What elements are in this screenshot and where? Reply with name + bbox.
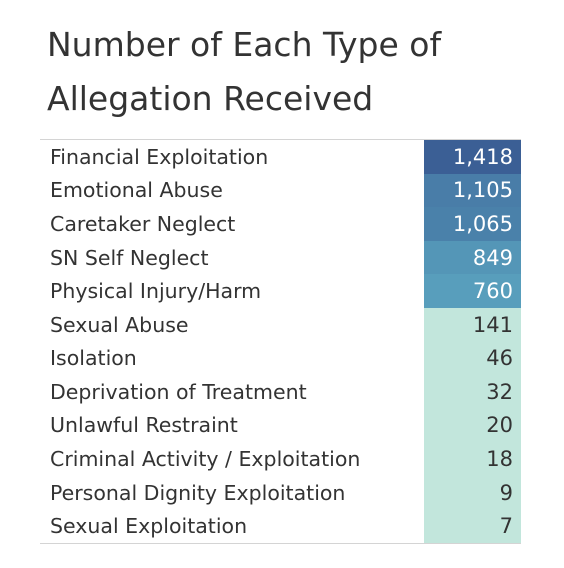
row-label: Sexual Abuse	[50, 312, 189, 337]
table-row: Sexual Exploitation 7	[40, 509, 521, 543]
value-cell: 849	[424, 240, 521, 275]
table-row: SN Self Neglect 849	[40, 240, 521, 275]
value-cell: 46	[424, 341, 521, 376]
row-label: SN Self Neglect	[50, 245, 209, 270]
value-cell: 141	[424, 307, 521, 342]
table-row: Deprivation of Treatment 32	[40, 375, 521, 409]
row-label: Emotional Abuse	[50, 178, 223, 203]
value-cell: 1,105	[424, 173, 521, 208]
row-label: Deprivation of Treatment	[50, 379, 307, 404]
value-cell: 1,418	[424, 140, 521, 174]
table-row: Criminal Activity / Exploitation 18	[40, 442, 521, 476]
row-label: Unlawful Restraint	[50, 413, 238, 438]
value-cell: 18	[424, 442, 521, 476]
table-row: Personal Dignity Exploitation 9	[40, 475, 521, 510]
table-row: Financial Exploitation 1,418	[40, 140, 521, 174]
row-label: Physical Injury/Harm	[50, 279, 262, 304]
row-label: Financial Exploitation	[50, 144, 269, 169]
value-cell: 7	[424, 509, 521, 543]
row-label: Caretaker Neglect	[50, 211, 236, 236]
table-row: Emotional Abuse 1,105	[40, 173, 521, 208]
table-row: Caretaker Neglect 1,065	[40, 207, 521, 241]
chart-title: Number of Each Type of Allegation Receiv…	[47, 25, 442, 118]
allegation-table: Financial Exploitation 1,418 Emotional Abu…	[40, 139, 521, 544]
value-cell: 20	[424, 408, 521, 443]
table-row: Unlawful Restraint 20	[40, 408, 521, 443]
value-cell: 760	[424, 274, 521, 308]
row-label: Sexual Exploitation	[50, 514, 248, 539]
value-cell: 9	[424, 475, 521, 510]
table-row: Physical Injury/Harm 760	[40, 274, 521, 308]
table-row: Isolation 46	[40, 341, 521, 376]
row-label: Criminal Activity / Exploitation	[50, 446, 361, 471]
row-label: Isolation	[50, 346, 137, 371]
value-cell: 1,065	[424, 207, 521, 241]
table-row: Sexual Abuse 141	[40, 307, 521, 342]
value-cell: 32	[424, 375, 521, 409]
row-label: Personal Dignity Exploitation	[50, 480, 346, 505]
